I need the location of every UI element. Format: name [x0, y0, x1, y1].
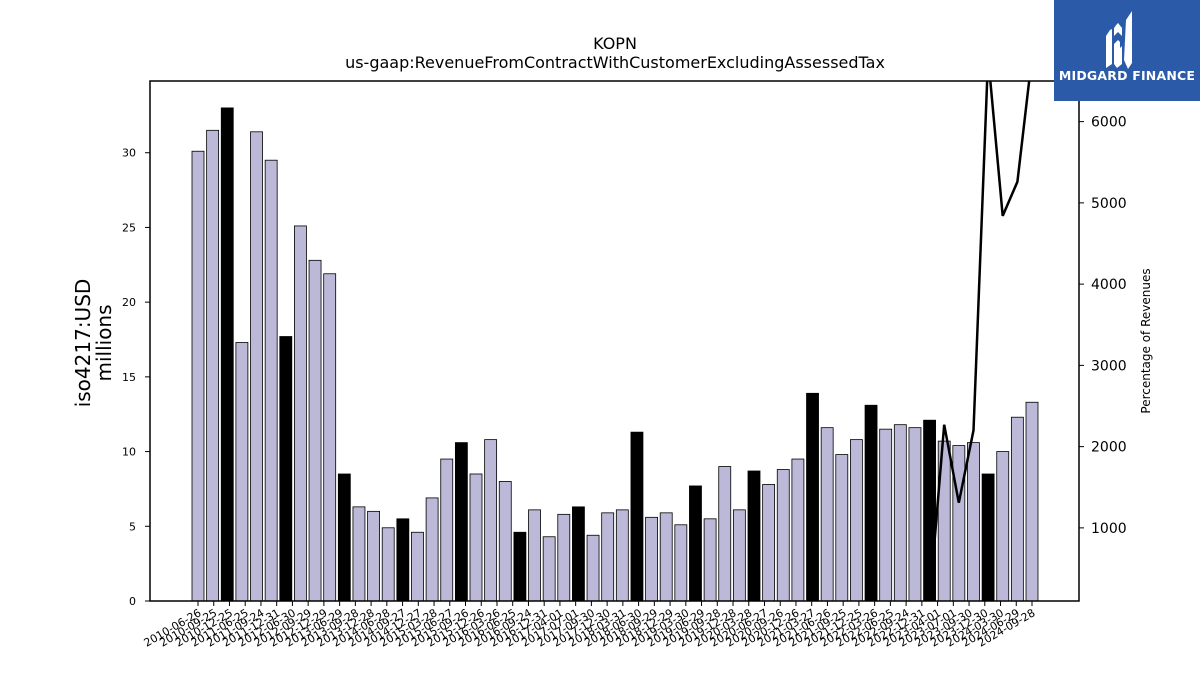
brand-logo: MIDGARD FINANCE	[1054, 0, 1200, 101]
bar	[835, 454, 849, 602]
y2-axis-label: Percentage of Revenues	[1139, 268, 1153, 413]
bar	[718, 466, 732, 602]
bar	[850, 439, 863, 602]
logo-mark-icon	[1106, 11, 1132, 69]
y2-tick-label: 2000	[1091, 440, 1127, 456]
y-axis-label-line: millions	[92, 304, 116, 381]
series-line	[928, 81, 1031, 601]
bar	[879, 428, 893, 602]
bar	[908, 427, 922, 602]
bar	[601, 512, 615, 602]
y2-axis: 1000 2000 3000 4000 5000 6000	[1079, 115, 1127, 537]
y-tick-label: 20	[122, 296, 136, 309]
y2-tick-label: 6000	[1091, 115, 1127, 131]
y2-tick-label: 4000	[1091, 277, 1127, 293]
bar	[557, 513, 571, 602]
bar	[425, 497, 439, 602]
bar	[469, 473, 483, 602]
bar	[820, 427, 834, 602]
bar	[747, 470, 761, 602]
bar	[659, 512, 673, 602]
y-tick-label: 0	[129, 595, 136, 608]
bar	[791, 458, 805, 602]
bar	[1025, 401, 1039, 602]
y-tick-label: 30	[122, 147, 136, 160]
bar	[235, 342, 249, 602]
bar	[806, 392, 819, 602]
bar	[498, 481, 512, 602]
bar	[381, 527, 395, 602]
y2-tick-label: 1000	[1091, 521, 1127, 537]
x-axis: 2010-06-262010-09-252010-12-252011-06-25…	[142, 601, 1038, 650]
bar	[279, 336, 293, 602]
y2-tick-label: 3000	[1091, 358, 1127, 374]
bar	[674, 524, 688, 602]
y2-tick-label: 5000	[1091, 196, 1127, 212]
bar	[308, 259, 322, 602]
bar	[630, 431, 644, 602]
bar	[484, 439, 498, 602]
brand-name: MIDGARD FINANCE	[1058, 68, 1196, 83]
bar	[440, 458, 454, 602]
bar	[513, 531, 527, 602]
bar	[528, 509, 541, 602]
plot-frame	[149, 80, 1080, 602]
y-tick-label: 25	[122, 221, 136, 234]
bar	[454, 442, 468, 602]
y-tick-label: 5	[129, 520, 136, 533]
bar	[264, 159, 278, 602]
bar	[864, 404, 878, 602]
bar	[220, 107, 234, 602]
bar	[542, 536, 556, 602]
bar	[952, 445, 966, 602]
bar	[981, 473, 995, 602]
bar	[352, 506, 366, 602]
y-axis: 0 5 10 15 20 25 30	[122, 147, 150, 608]
bar	[250, 131, 263, 602]
bar	[996, 451, 1010, 602]
bar	[572, 506, 585, 602]
bar	[615, 509, 629, 602]
bar	[337, 473, 351, 602]
bar	[396, 518, 410, 602]
y-axis-label: iso4217:USDmillions	[71, 279, 116, 408]
y-tick-label: 15	[122, 371, 136, 384]
bar	[689, 485, 702, 602]
bar	[762, 484, 776, 602]
bar	[1010, 416, 1024, 602]
y-tick-label: 10	[122, 446, 136, 459]
bar-group	[191, 107, 1039, 602]
bar	[776, 469, 790, 602]
bar	[645, 516, 658, 602]
bar	[411, 531, 424, 602]
bar	[923, 419, 936, 602]
bar	[967, 442, 980, 602]
bar	[586, 534, 600, 602]
bar	[893, 424, 907, 602]
line-layer	[928, 81, 1031, 601]
bar	[367, 510, 380, 602]
y-axis-label-line: iso4217:USD	[71, 279, 95, 408]
bar	[323, 273, 337, 602]
bar	[294, 225, 307, 602]
bar	[732, 509, 746, 602]
bar	[206, 129, 220, 602]
chart-title: KOPN	[593, 34, 637, 53]
bar	[191, 150, 205, 602]
bar	[703, 518, 717, 602]
chart-subtitle: us-gaap:RevenueFromContractWithCustomerE…	[345, 53, 885, 72]
